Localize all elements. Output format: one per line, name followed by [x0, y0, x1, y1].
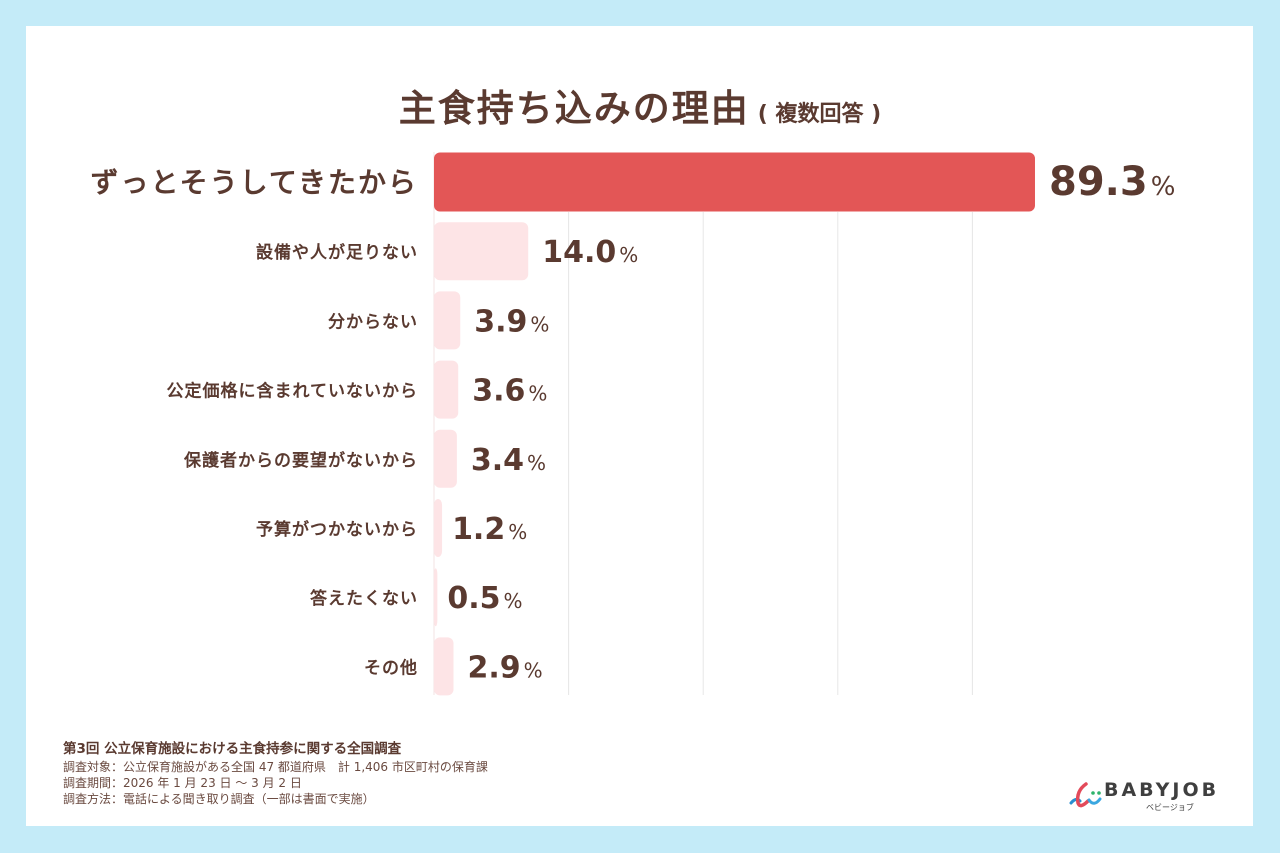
- category-label: 分からない: [328, 312, 418, 332]
- survey-target: 調査対象：公立保育施設がある全国 47 都道府県 計 1,406 市区町村の保育…: [63, 760, 488, 774]
- survey-method: 調査方法：電話による聞き取り調査（一部は書面で実施）: [63, 792, 375, 806]
- value-label: 0.5%: [447, 581, 522, 616]
- category-label: 公定価格に含まれていないから: [167, 381, 419, 402]
- value-label: 3.9%: [474, 304, 549, 339]
- value-label: 1.2%: [452, 512, 527, 547]
- bar: [434, 360, 459, 419]
- survey-period: 調査期間：2026 年 1 月 23 日 ～ 3 月 2 日: [63, 776, 302, 790]
- value-unit: %: [619, 243, 638, 267]
- value-number: 1.2: [452, 512, 505, 547]
- survey-footer: 第3回 公立保育施設における主食持参に関する全国調査 調査対象：公立保育施設があ…: [63, 737, 488, 807]
- value-label: 2.9%: [468, 650, 543, 685]
- value-unit: %: [528, 382, 547, 406]
- category-label: 答えたくない: [310, 588, 418, 609]
- value-number: 3.6: [472, 374, 525, 409]
- bar: [434, 429, 457, 488]
- value-unit: %: [527, 451, 546, 475]
- category-label: 予算がつかないから: [256, 519, 418, 540]
- survey-title: 第3回 公立保育施設における主食持参に関する全国調査: [63, 741, 402, 757]
- value-number: 14.0: [542, 235, 616, 270]
- babyjob-logo: BABYJOB ベビージョブ: [1068, 777, 1228, 817]
- chart-title-main: 主食持ち込みの理由: [398, 87, 750, 130]
- category-label: 設備や人が足りない: [256, 242, 418, 263]
- value-number: 89.3: [1049, 159, 1148, 205]
- bar: [434, 152, 1035, 212]
- bar: [434, 499, 443, 557]
- logo-mark-icon: [1069, 782, 1102, 808]
- value-label: 89.3%: [1049, 159, 1175, 205]
- bar: [434, 291, 461, 350]
- bar: [434, 568, 438, 627]
- chart-title-sub: ( 複数回答 ): [757, 102, 882, 127]
- value-label: 3.6%: [472, 374, 547, 409]
- value-number: 3.4: [471, 443, 524, 478]
- value-label: 3.4%: [471, 443, 546, 478]
- logo-kana: ベビージョブ: [1146, 803, 1194, 812]
- value-unit: %: [524, 658, 543, 682]
- value-unit: %: [530, 312, 549, 336]
- value-unit: %: [508, 520, 527, 544]
- logo-wordmark: BABYJOB: [1104, 779, 1220, 801]
- value-unit: %: [1151, 172, 1176, 202]
- chart-title: 主食持ち込みの理由 ( 複数回答 ): [0, 78, 1280, 132]
- value-number: 2.9: [468, 650, 521, 685]
- bar: [434, 637, 454, 696]
- value-unit: %: [504, 589, 523, 613]
- value-number: 3.9: [474, 304, 527, 339]
- value-number: 0.5: [447, 581, 500, 616]
- category-label: ずっとそうしてきたから: [91, 166, 418, 199]
- bar: [434, 222, 529, 281]
- category-label: その他: [364, 657, 418, 678]
- category-label: 保護者からの要望がないから: [183, 450, 418, 471]
- value-label: 14.0%: [542, 235, 638, 270]
